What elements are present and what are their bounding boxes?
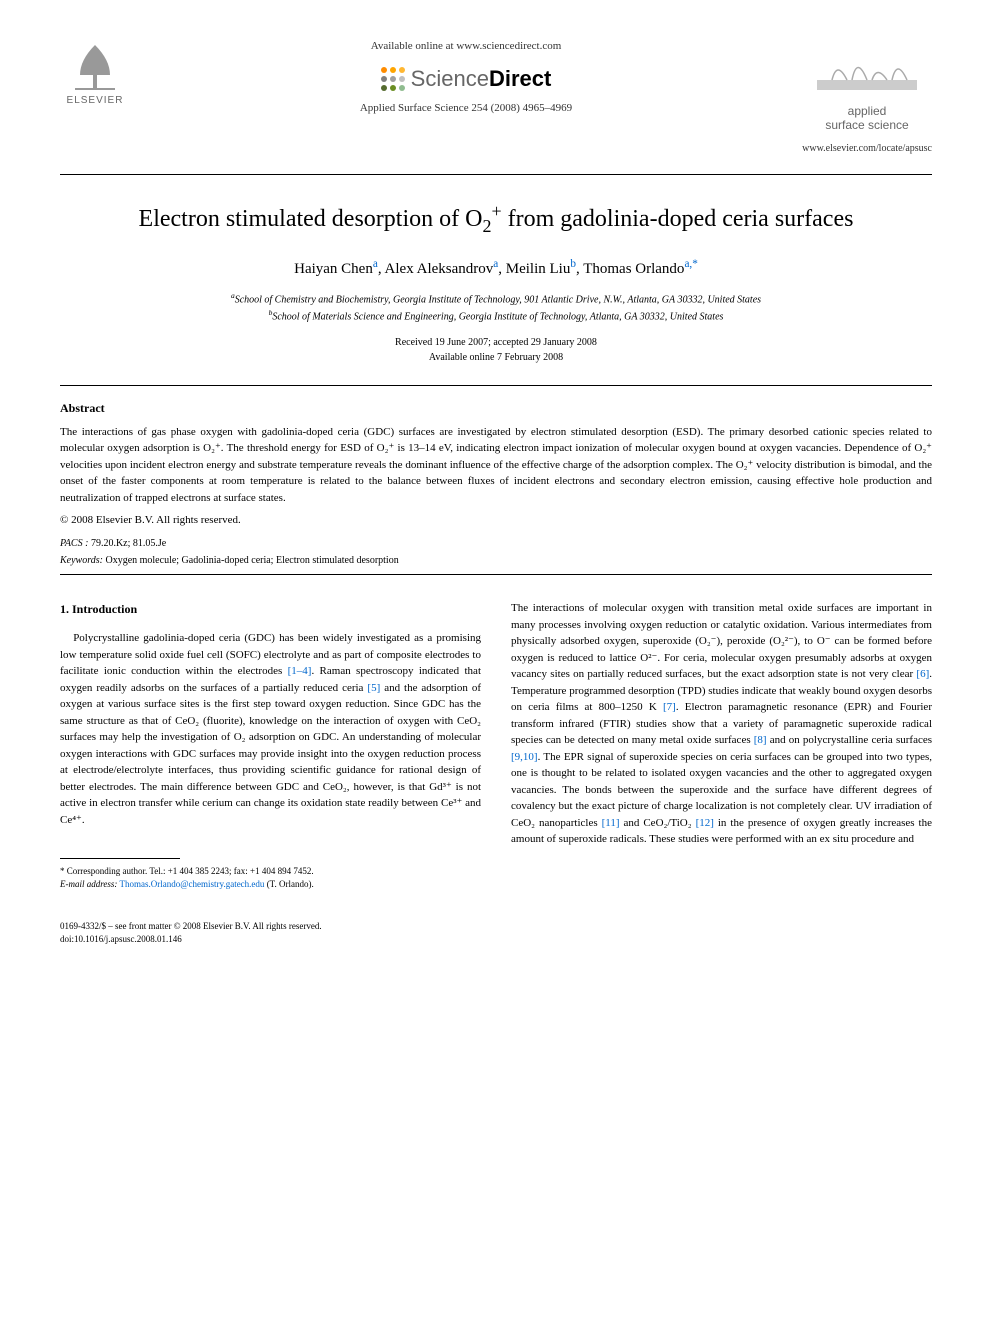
pacs-line: PACS : 79.20.Kz; 81.05.Je (60, 538, 932, 549)
abstract-copyright: © 2008 Elsevier B.V. All rights reserved… (60, 514, 932, 526)
column-right: The interactions of molecular oxygen wit… (511, 600, 932, 890)
sd-dot (399, 85, 405, 91)
sd-dot (381, 76, 387, 82)
author-name: Alex Aleksandrov (385, 261, 494, 277)
article-dates: Received 19 June 2007; accepted 29 Janua… (60, 335, 932, 365)
keywords-label: Keywords: (60, 555, 103, 566)
article-title: Electron stimulated desorption of O2+ fr… (60, 200, 932, 238)
author-list: Haiyan Chena, Alex Aleksandrova, Meilin … (60, 258, 932, 278)
pacs-values: 79.20.Kz; 81.05.Je (91, 538, 166, 549)
sd-dot (381, 85, 387, 91)
journal-cover-logo: applied surface science (802, 40, 932, 133)
sd-dot (390, 85, 396, 91)
top-rule (60, 174, 932, 175)
author: Meilin Liub (506, 261, 576, 277)
sd-dot (381, 67, 387, 73)
sd-word-direct: Direct (489, 66, 551, 91)
title-sup: + (491, 201, 501, 221)
author-name: Haiyan Chen (294, 261, 373, 277)
author-name: Meilin Liu (506, 261, 571, 277)
elsevier-tree-icon (65, 40, 125, 95)
citation-link[interactable]: [11] (602, 817, 620, 829)
elsevier-logo: ELSEVIER (60, 40, 130, 120)
corresponding-author-footnote: * Corresponding author. Tel.: +1 404 385… (60, 865, 481, 890)
col1-para1: Polycrystalline gadolinia-doped ceria (G… (60, 630, 481, 828)
footer-left: 0169-4332/$ – see front matter © 2008 El… (60, 920, 322, 945)
sd-word-science: Science (411, 66, 489, 91)
sciencedirect-dots-icon (381, 67, 405, 91)
body-columns: 1. Introduction Polycrystalline gadolini… (60, 600, 932, 890)
email-suffix: (T. Orlando). (267, 879, 314, 889)
journal-name-line1: applied (848, 104, 887, 118)
citation-link[interactable]: [1–4] (288, 665, 312, 677)
title-pre: Electron stimulated desorption of O (139, 206, 483, 232)
center-header: Available online at www.sciencedirect.co… (130, 40, 802, 118)
journal-url[interactable]: www.elsevier.com/locate/apsusc (60, 143, 932, 154)
corr-author-email-link[interactable]: Thomas.Orlando@chemistry.gatech.edu (120, 879, 265, 889)
affiliation-a: School of Chemistry and Biochemistry, Ge… (235, 294, 761, 305)
citation-line: Applied Surface Science 254 (2008) 4965–… (150, 102, 782, 114)
mid-rule-2 (60, 574, 932, 575)
sd-dot (390, 67, 396, 73)
author: Thomas Orlandoa,* (583, 261, 698, 277)
keywords-values: Oxygen molecule; Gadolinia-doped ceria; … (105, 555, 398, 566)
journal-name-line2: surface science (825, 118, 908, 132)
abstract-heading: Abstract (60, 401, 932, 416)
sd-dot (399, 67, 405, 73)
author-affiliation-link[interactable]: a (373, 258, 378, 270)
author-name: Thomas Orlando (583, 261, 684, 277)
col2-para1: The interactions of molecular oxygen wit… (511, 600, 932, 848)
mid-rule-1 (60, 385, 932, 386)
citation-link[interactable]: [8] (754, 734, 767, 746)
corresponding-author-marker[interactable]: * (692, 258, 698, 270)
column-left: 1. Introduction Polycrystalline gadolini… (60, 600, 481, 890)
publisher-name: ELSEVIER (67, 95, 124, 106)
abstract-text: The interactions of gas phase oxygen wit… (60, 424, 932, 507)
citation-link[interactable]: [12] (696, 817, 714, 829)
date-online: Available online 7 February 2008 (429, 352, 563, 363)
citation-link[interactable]: [7] (663, 701, 676, 713)
sciencedirect-wordmark: ScienceDirect (411, 66, 552, 92)
journal-name: applied surface science (802, 104, 932, 133)
issn-line: 0169-4332/$ – see front matter © 2008 El… (60, 921, 322, 931)
date-received: Received 19 June 2007; accepted 29 Janua… (395, 337, 597, 348)
section-1-heading: 1. Introduction (60, 600, 481, 618)
author: Haiyan Chena (294, 261, 378, 277)
author: Alex Aleksandrova (385, 261, 499, 277)
title-post: from gadolinia-doped ceria surfaces (502, 206, 854, 232)
header-row: ELSEVIER Available online at www.science… (60, 40, 932, 133)
corr-author-label: * Corresponding author. Tel.: +1 404 385… (60, 866, 314, 876)
journal-cover-icon (812, 40, 922, 95)
keywords-line: Keywords: Oxygen molecule; Gadolinia-dop… (60, 555, 932, 566)
email-label: E-mail address: (60, 879, 117, 889)
sd-dot (390, 76, 396, 82)
affiliations: aSchool of Chemistry and Biochemistry, G… (60, 290, 932, 325)
doi-line: doi:10.1016/j.apsusc.2008.01.146 (60, 934, 182, 944)
sciencedirect-logo: ScienceDirect (381, 66, 552, 92)
available-online-text: Available online at www.sciencedirect.co… (150, 40, 782, 52)
pacs-label: PACS : (60, 538, 88, 549)
author-affiliation-link[interactable]: a (493, 258, 498, 270)
footer-row: 0169-4332/$ – see front matter © 2008 El… (60, 920, 932, 945)
citation-link[interactable]: [9,10] (511, 751, 538, 763)
footnote-separator (60, 858, 180, 859)
sd-dot (399, 76, 405, 82)
citation-link[interactable]: [5] (367, 682, 380, 694)
citation-link[interactable]: [6] (916, 668, 929, 680)
author-affiliation-link[interactable]: b (570, 258, 576, 270)
affiliation-b: School of Materials Science and Engineer… (272, 312, 723, 323)
